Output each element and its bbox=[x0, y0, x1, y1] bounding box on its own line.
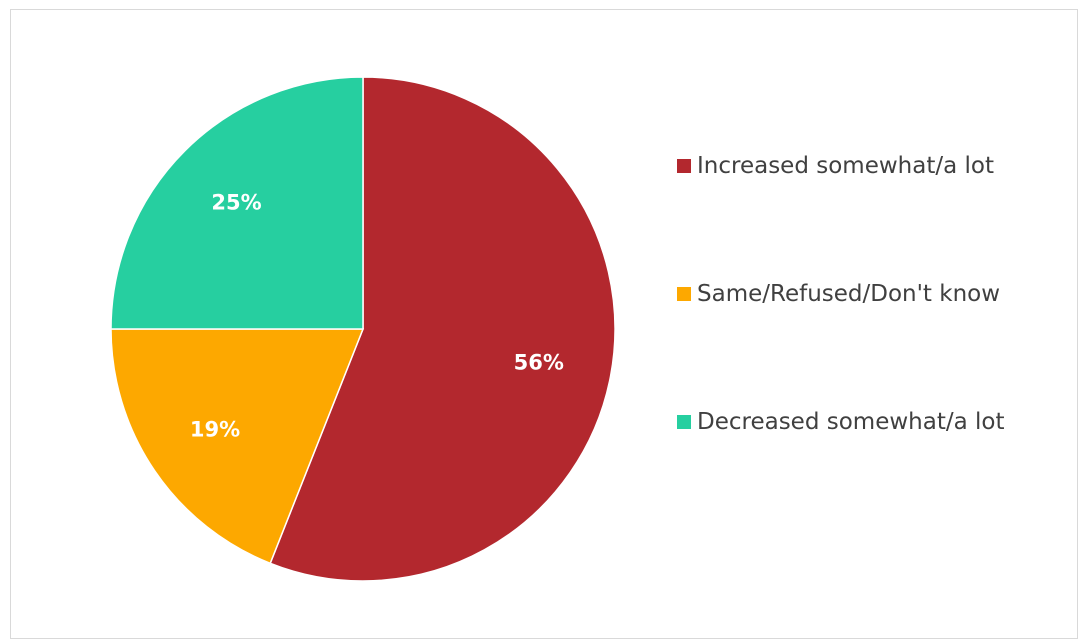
legend-item-same: Same/Refused/Don't know bbox=[677, 273, 1067, 315]
pie-slice-decreased bbox=[110, 76, 364, 330]
legend: Increased somewhat/a lot Same/Refused/Do… bbox=[677, 145, 1067, 443]
legend-label-increased: Increased somewhat/a lot bbox=[697, 153, 994, 179]
legend-label-same: Same/Refused/Don't know bbox=[697, 281, 1001, 307]
legend-swatch-same bbox=[677, 287, 691, 301]
data-label-increased: 56% bbox=[514, 351, 564, 375]
legend-item-increased: Increased somewhat/a lot bbox=[677, 145, 1067, 187]
legend-swatch-increased bbox=[677, 159, 691, 173]
pie-slice-increased bbox=[269, 76, 616, 582]
pie-slice-same bbox=[110, 328, 365, 565]
legend-swatch-decreased bbox=[677, 415, 691, 429]
legend-label-decreased: Decreased somewhat/a lot bbox=[697, 409, 1005, 435]
legend-item-decreased: Decreased somewhat/a lot bbox=[677, 401, 1067, 443]
data-label-decreased: 25% bbox=[211, 191, 261, 215]
data-label-same: 19% bbox=[190, 418, 240, 442]
